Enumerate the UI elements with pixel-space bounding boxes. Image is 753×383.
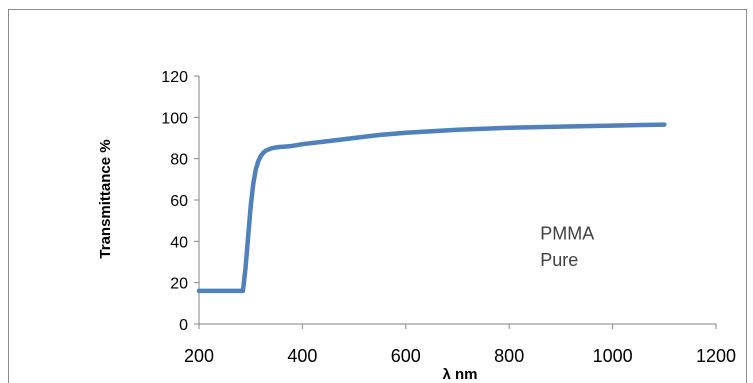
axes (194, 75, 717, 329)
annotation-label: Pure (540, 250, 578, 270)
y-axis-label: Transmittance % (97, 139, 114, 258)
series-line (196, 122, 667, 294)
x-tick-label: 1200 (696, 346, 736, 366)
chart-frame (8, 9, 747, 383)
annotation-label: PMMA (540, 223, 594, 243)
tick-labels: 0 20 40 60 80 100 120 200 400 600 800 1000 1200 (161, 69, 736, 366)
x-tick-label: 600 (391, 346, 421, 366)
y-tick-label: 60 (170, 193, 188, 210)
y-tick-label: 40 (170, 234, 188, 251)
y-tick-label: 100 (161, 110, 188, 127)
annotations: PMMA Pure (540, 223, 594, 270)
y-tick-label: 0 (179, 317, 188, 334)
x-tick-label: 200 (184, 346, 214, 366)
y-tick-label: 120 (161, 69, 188, 86)
x-axis-label: λ nm (442, 366, 477, 383)
y-tick-label: 20 (170, 276, 188, 293)
series-layer (196, 122, 667, 294)
y-tick-label: 80 (170, 152, 188, 169)
x-tick-label: 800 (494, 346, 524, 366)
x-tick-label: 400 (287, 346, 317, 366)
x-tick-label: 1000 (593, 346, 633, 366)
